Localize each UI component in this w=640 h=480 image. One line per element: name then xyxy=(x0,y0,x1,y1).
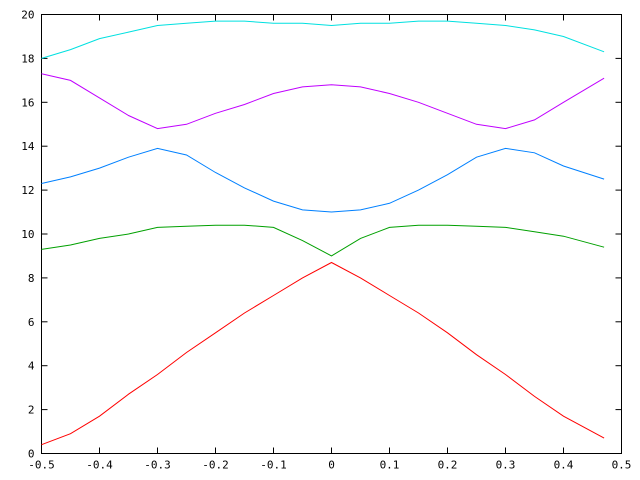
y-tick-label: 6 xyxy=(28,316,35,329)
series-layer xyxy=(41,20,605,446)
x-tick-label: 0.2 xyxy=(438,459,458,472)
y-tick-label: 18 xyxy=(21,52,34,65)
y-tick-label: 12 xyxy=(21,184,34,197)
series-line-5 xyxy=(41,20,605,59)
x-tick-label: -0.4 xyxy=(86,459,113,472)
x-axis: -0.5 -0.4 -0.3 -0.2 -0.1 0 0.1 0.2 0.3 0.4 0.5 xyxy=(28,14,632,472)
x-tick-label: 0.5 xyxy=(612,459,632,472)
y-tick-label: 8 xyxy=(28,272,35,285)
y-axis: 0 2 4 6 8 10 12 14 16 18 20 xyxy=(21,9,622,461)
series-line-1 xyxy=(41,261,605,446)
y-tick-label: 2 xyxy=(28,404,35,417)
x-tick-label: 0.1 xyxy=(380,459,400,472)
x-tick-label: 0 xyxy=(328,459,335,472)
series-line-4 xyxy=(41,73,605,130)
x-tick-label: -0.5 xyxy=(28,459,55,472)
y-tick-label: 0 xyxy=(28,448,35,461)
y-tick-label: 4 xyxy=(28,360,35,373)
x-tick-label: -0.2 xyxy=(202,459,229,472)
series-line-3 xyxy=(41,147,605,213)
y-tick-label: 16 xyxy=(21,96,34,109)
x-tick-label: 0.4 xyxy=(554,459,574,472)
y-tick-label: 14 xyxy=(21,140,35,153)
y-tick-label: 20 xyxy=(21,9,34,22)
series-line-2 xyxy=(41,224,605,257)
x-tick-label: -0.1 xyxy=(260,459,287,472)
x-tick-label: -0.3 xyxy=(144,459,171,472)
x-tick-label: 0.3 xyxy=(496,459,516,472)
y-tick-label: 10 xyxy=(21,228,34,241)
